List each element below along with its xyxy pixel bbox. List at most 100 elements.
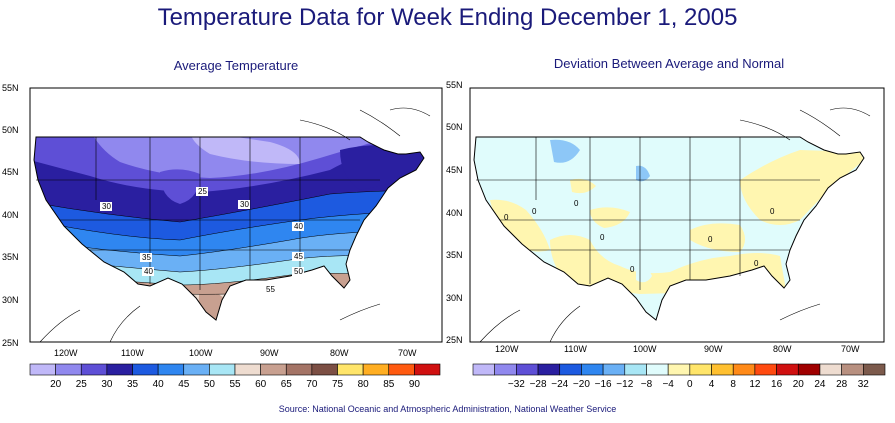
lon-label: 120W xyxy=(495,344,519,354)
contour-label: 0 xyxy=(754,259,759,268)
lat-label: 55N xyxy=(446,80,463,90)
right-map-subtitle: Deviation Between Average and Normal xyxy=(553,56,785,71)
legend-tick-label: 12 xyxy=(749,379,761,390)
legend-tick-label: −20 xyxy=(573,379,590,390)
left-contour-labels: 25 30 30 35 40 40 45 50 55 xyxy=(100,187,304,294)
legend-tick-label: 40 xyxy=(153,379,165,390)
contour-label: 40 xyxy=(144,267,153,276)
lon-label: 80W xyxy=(773,344,792,354)
page-title: Temperature Data for Week Ending Decembe… xyxy=(157,4,738,31)
legend-tick-label: −24 xyxy=(551,379,568,390)
contour-label: 40 xyxy=(294,222,303,231)
right-legend: −32 −28 −24 −20 −16 −12 −8 −4 0 4 8 12 16 20 24 28 32 xyxy=(472,363,886,390)
lon-label: 70W xyxy=(841,344,860,354)
lon-label: 120W xyxy=(54,348,78,358)
legend-swatch xyxy=(776,363,799,376)
legend-swatch xyxy=(260,363,287,376)
deviation-map: 0 0 0 0 0 0 0 0 55N 50N 45N 40N 35N 30N … xyxy=(446,80,885,354)
lat-label: 35N xyxy=(2,252,19,262)
legend-swatch xyxy=(183,363,210,376)
contour-label: 0 xyxy=(600,233,605,242)
legend-swatch xyxy=(80,363,108,376)
legend-tick-label: 45 xyxy=(178,379,190,390)
lat-label: 45N xyxy=(446,165,463,175)
lat-label: 50N xyxy=(2,125,19,135)
right-contour-labels: 0 0 0 0 0 0 0 0 xyxy=(504,199,775,274)
contour-label: 30 xyxy=(102,202,111,211)
legend-tick-label: 80 xyxy=(358,379,370,390)
legend-swatch xyxy=(559,363,582,376)
lat-label: 40N xyxy=(2,210,19,220)
lat-label: 35N xyxy=(446,250,463,260)
legend-tick-label: 0 xyxy=(687,379,693,390)
legend-swatch xyxy=(732,363,756,376)
legend-tick-label: 25 xyxy=(76,379,88,390)
legend-swatch xyxy=(337,363,364,376)
contour-label: 55 xyxy=(266,285,275,294)
legend-swatch xyxy=(797,363,821,376)
lat-label: 45N xyxy=(2,167,19,177)
contour-label: 0 xyxy=(532,207,537,216)
legend-swatch xyxy=(414,363,441,376)
lon-label: 80W xyxy=(330,348,349,358)
legend-tick-label: 50 xyxy=(204,379,216,390)
contour-label: 35 xyxy=(142,253,151,262)
legend-swatch xyxy=(29,363,56,376)
legend-tick-label: 20 xyxy=(50,379,62,390)
legend-swatch xyxy=(667,363,691,376)
legend-swatch xyxy=(841,363,864,376)
source-note: Source: National Oceanic and Atmospheric… xyxy=(278,404,617,414)
lon-label: 110W xyxy=(121,348,144,358)
lon-label: 70W xyxy=(398,348,417,358)
legend-swatch xyxy=(362,363,390,376)
legend-tick-label: 4 xyxy=(709,379,715,390)
legend-tick-label: 16 xyxy=(771,379,783,390)
lat-label: 55N xyxy=(2,83,19,93)
legend-tick-label: 24 xyxy=(814,379,826,390)
average-temperature-map: 25 30 30 35 40 40 45 50 55 55N 50N 45N 4… xyxy=(2,83,443,358)
legend-tick-label: 35 xyxy=(127,379,139,390)
lat-label: 25N xyxy=(446,335,463,345)
legend-swatch xyxy=(234,363,261,376)
legend-swatch xyxy=(311,363,338,376)
legend-tick-label: −32 xyxy=(508,379,525,390)
legend-swatch xyxy=(689,363,712,376)
legend-tick-label: 75 xyxy=(332,379,344,390)
contour-label: 25 xyxy=(198,187,207,196)
lat-label: 40N xyxy=(446,208,463,218)
contour-label: 0 xyxy=(574,199,579,208)
legend-swatch xyxy=(754,363,777,376)
legend-tick-label: 65 xyxy=(281,379,293,390)
legend-swatch xyxy=(516,363,539,376)
legend-tick-label: −12 xyxy=(616,379,633,390)
lon-label: 100W xyxy=(633,344,657,354)
legend-tick-label: −16 xyxy=(595,379,612,390)
legend-tick-label: 70 xyxy=(306,379,318,390)
legend-swatch xyxy=(602,363,626,376)
legend-swatch xyxy=(646,363,669,376)
contour-label: 0 xyxy=(770,207,775,216)
legend-swatch xyxy=(472,363,495,376)
legend-tick-label: −4 xyxy=(662,379,674,390)
lon-label: 100W xyxy=(189,348,213,358)
left-map-subtitle: Average Temperature xyxy=(173,58,299,73)
legend-swatch xyxy=(157,363,185,376)
legend-tick-label: 90 xyxy=(409,379,421,390)
lat-label: 30N xyxy=(446,293,463,303)
legend-tick-label: 20 xyxy=(793,379,805,390)
legend-swatch xyxy=(819,363,842,376)
lat-label: 50N xyxy=(446,122,463,132)
legend-swatch xyxy=(388,363,415,376)
left-legend: 20 25 30 35 40 45 50 55 60 65 70 75 80 85 90 xyxy=(29,363,441,390)
legend-swatch xyxy=(494,363,517,376)
legend-swatch xyxy=(624,363,647,376)
legend-swatch xyxy=(285,363,313,376)
legend-tick-label: 28 xyxy=(836,379,848,390)
legend-tick-label: 30 xyxy=(101,379,113,390)
legend-swatch xyxy=(132,363,159,376)
lat-label: 30N xyxy=(2,295,19,305)
legend-tick-label: 55 xyxy=(229,379,241,390)
legend-swatch xyxy=(711,363,734,376)
legend-swatch xyxy=(209,363,236,376)
legend-tick-label: −8 xyxy=(641,379,653,390)
